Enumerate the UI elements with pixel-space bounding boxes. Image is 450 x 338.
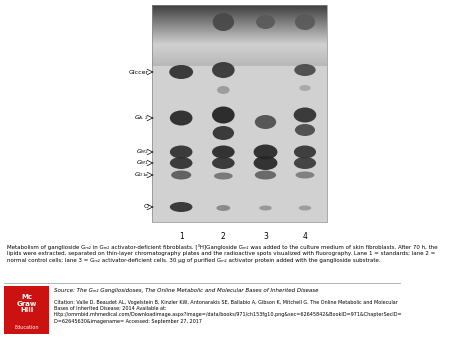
Ellipse shape	[169, 65, 193, 79]
Ellipse shape	[170, 145, 193, 159]
Text: $G_{M1}$: $G_{M1}$	[136, 159, 149, 167]
Ellipse shape	[295, 14, 315, 30]
Ellipse shape	[294, 145, 316, 159]
Ellipse shape	[259, 206, 272, 211]
Bar	[4, 286, 50, 334]
Ellipse shape	[214, 172, 233, 179]
Ellipse shape	[212, 106, 234, 123]
Ellipse shape	[253, 156, 277, 170]
Ellipse shape	[256, 15, 275, 29]
Ellipse shape	[216, 205, 230, 211]
Text: Mc
Graw
Hill: Mc Graw Hill	[17, 294, 37, 313]
Ellipse shape	[212, 157, 234, 169]
Text: Source: The Gₘ₂ Gangliosidoses, The Online Metabolic and Molecular Bases of Inhe: Source: The Gₘ₂ Gangliosidoses, The Onli…	[54, 288, 318, 293]
Text: Citation: Valle D, Beaudet AL, Vogelstein B, Kinzler KW, Antonarakis SE, Ballabi: Citation: Valle D, Beaudet AL, Vogelstei…	[54, 300, 402, 323]
Ellipse shape	[217, 86, 230, 94]
Ellipse shape	[212, 62, 234, 78]
Text: $G_{M2}$: $G_{M2}$	[136, 148, 149, 156]
Text: Education: Education	[15, 325, 39, 330]
Bar	[153, 5, 328, 222]
Text: 2: 2	[221, 232, 226, 241]
Ellipse shape	[295, 124, 315, 136]
Text: 3: 3	[263, 232, 268, 241]
Ellipse shape	[294, 157, 316, 169]
Ellipse shape	[170, 202, 193, 212]
Text: Glccer: Glccer	[129, 70, 149, 74]
Ellipse shape	[212, 145, 234, 159]
Text: $G_{D1a}$: $G_{D1a}$	[134, 171, 149, 179]
Ellipse shape	[171, 170, 191, 179]
Ellipse shape	[294, 107, 316, 122]
Text: $G_{A,2}$: $G_{A,2}$	[135, 114, 149, 122]
Ellipse shape	[255, 115, 276, 129]
Ellipse shape	[296, 171, 315, 178]
Ellipse shape	[294, 64, 315, 76]
Text: 1: 1	[179, 232, 184, 241]
Ellipse shape	[253, 145, 277, 160]
Text: O: O	[144, 204, 149, 210]
Ellipse shape	[299, 85, 310, 91]
Ellipse shape	[170, 111, 193, 125]
Ellipse shape	[255, 170, 276, 179]
Ellipse shape	[213, 13, 234, 31]
Ellipse shape	[170, 157, 193, 169]
Text: Metabolism of ganglioside Gₘ₂ in Gₘ₂ activator-deficient fibroblasts. [³H]Ganglo: Metabolism of ganglioside Gₘ₂ in Gₘ₂ act…	[7, 244, 438, 263]
Ellipse shape	[299, 206, 311, 211]
Text: 4: 4	[302, 232, 307, 241]
Ellipse shape	[213, 126, 234, 140]
